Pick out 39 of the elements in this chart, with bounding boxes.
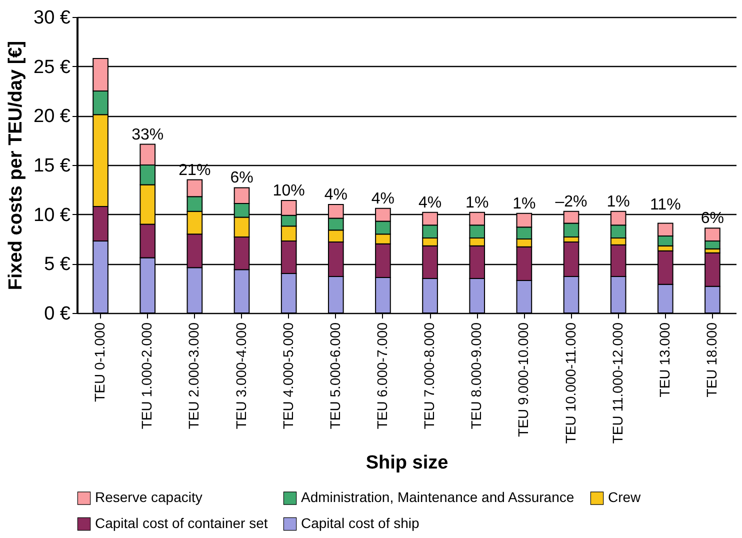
- y-tick-label: 0 €: [44, 304, 71, 324]
- y-tick-label: 20 €: [34, 106, 71, 128]
- annotation: 1%: [512, 195, 536, 212]
- x-tick-label: TEU 10.000-11.000: [562, 322, 578, 444]
- x-axis-title: Ship size: [366, 452, 448, 474]
- legend-label: Capital cost of ship: [301, 515, 420, 531]
- legend-label: Reserve capacity: [95, 489, 202, 506]
- x-tick-label: TEU 5.000-6.000: [326, 322, 343, 430]
- annotation: 1%: [606, 193, 630, 210]
- legend-label: Administration, Maintenance and Assurance: [301, 489, 574, 506]
- annotation: 4%: [324, 186, 348, 204]
- annotation: 33%: [132, 126, 164, 144]
- x-tick-label: TEU 13.000: [656, 322, 672, 398]
- legend-label: Capital cost of container set: [95, 515, 268, 531]
- annotation: –2%: [555, 193, 588, 210]
- x-tick-label: TEU 18.000: [703, 322, 720, 398]
- x-tick-label: TEU 3.000-4.000: [232, 322, 249, 430]
- y-tick-label: 25 €: [34, 56, 71, 78]
- annotation: 1%: [466, 194, 489, 212]
- annotation: 4%: [371, 190, 395, 208]
- x-tick-label: TEU 7.000-8.000: [421, 322, 438, 430]
- legend-label: Crew: [608, 489, 642, 506]
- y-tick-label: 15 €: [34, 156, 71, 176]
- x-tick-label: TEU 4.000-5.000: [280, 322, 296, 430]
- x-tick-label: TEU 2.000-3.000: [186, 322, 202, 430]
- x-tick-label: TEU 1.000-2.000: [138, 322, 155, 430]
- x-tick-label: TEU 11.000-12.000: [609, 322, 626, 444]
- annotation: 10%: [272, 182, 305, 200]
- annotation: 4%: [418, 194, 442, 212]
- y-tick-label: 10 €: [34, 204, 71, 226]
- y-tick-label: 5 €: [44, 254, 71, 276]
- annotation: 11%: [650, 196, 681, 214]
- x-tick-label: TEU 0-1.000: [92, 322, 108, 402]
- y-axis-title: Fixed costs per TEU/day [€]: [6, 40, 27, 290]
- x-tick-label: TEU 8.000-9.000: [468, 322, 484, 430]
- annotation: 6%: [230, 170, 254, 187]
- y-tick-label: 30 €: [34, 8, 71, 28]
- x-tick-label: TEU 9.000-10.000: [515, 322, 532, 437]
- x-tick-label: TEU 6.000-7.000: [374, 322, 390, 430]
